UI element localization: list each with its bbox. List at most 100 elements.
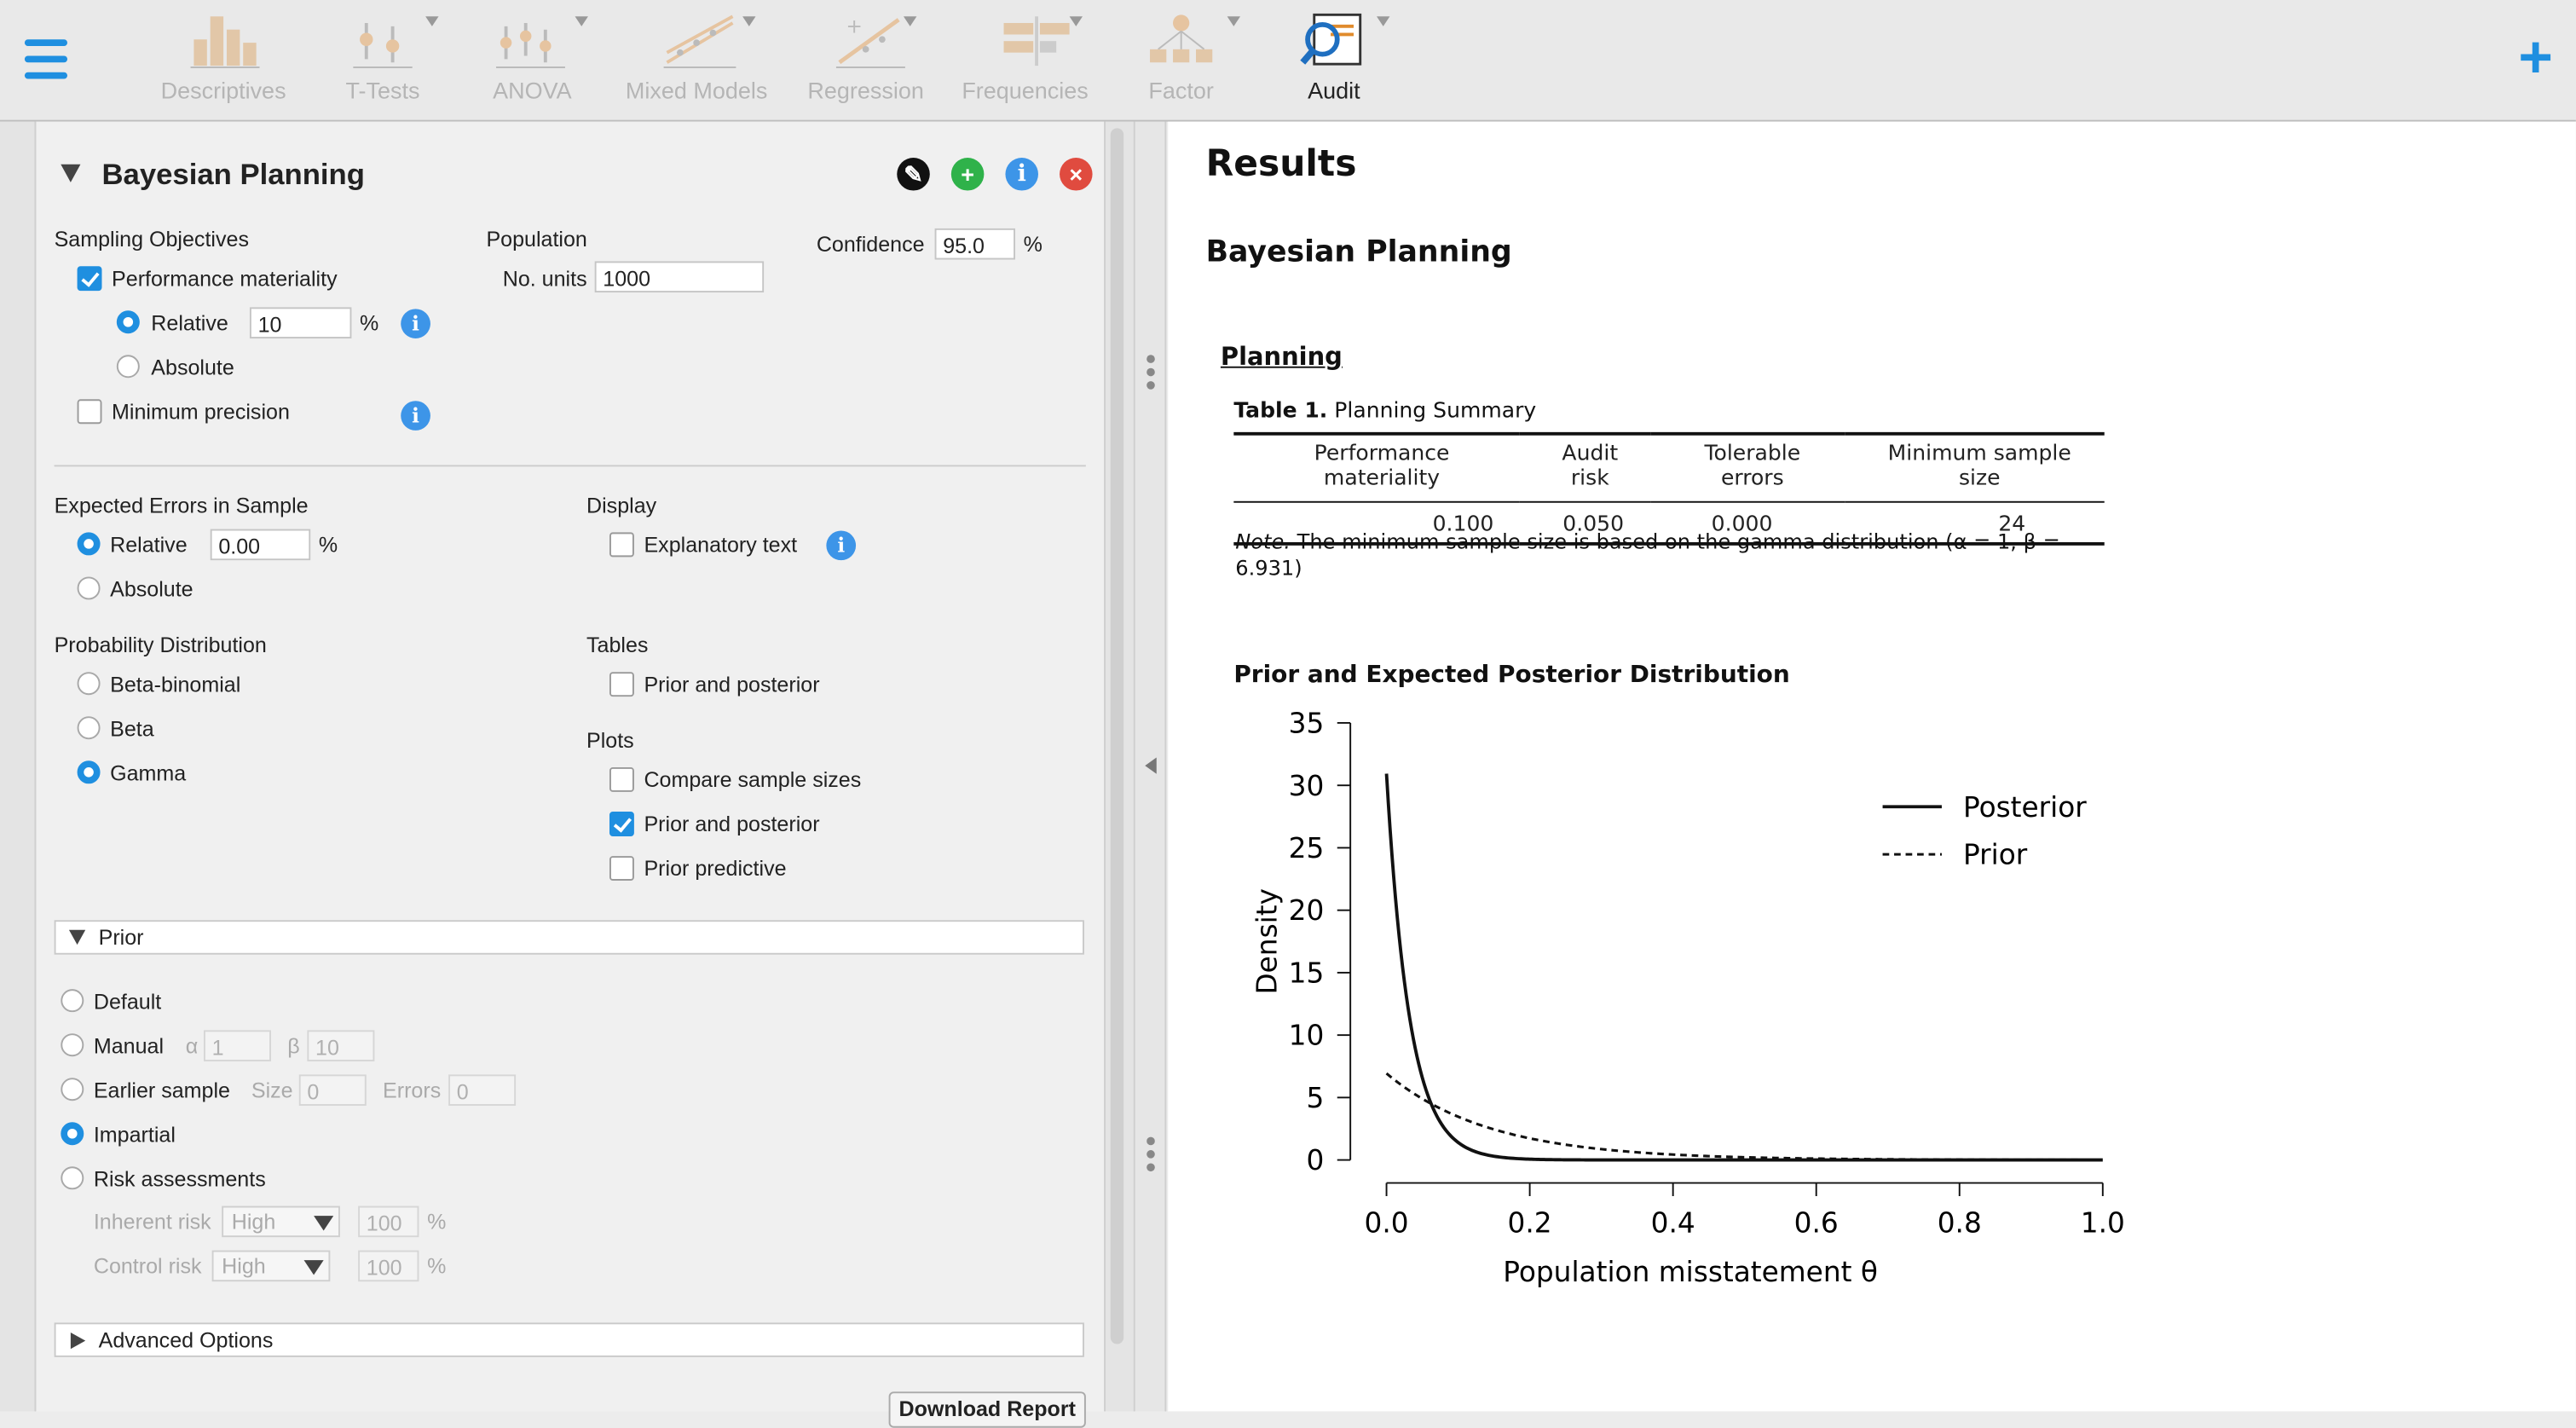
t-test-icon xyxy=(353,22,413,68)
table-prior-posterior-label: Prior and posterior xyxy=(644,672,820,697)
gamma-label: Gamma xyxy=(110,760,187,786)
table-caption: Table 1. Planning Summary xyxy=(1233,399,1537,425)
collapse-left-arrow-icon[interactable] xyxy=(1145,757,1157,774)
materiality-relative-input[interactable]: 10 xyxy=(249,307,352,339)
confidence-input[interactable]: 95.0 xyxy=(934,228,1016,260)
ribbon-anova[interactable]: ANOVA xyxy=(489,10,588,103)
expected-errors-relative-radio[interactable] xyxy=(77,532,101,556)
advanced-expand-triangle-icon xyxy=(70,1332,86,1350)
display-heading: Display xyxy=(586,493,657,518)
ribbon-t-tests[interactable]: T-Tests xyxy=(337,10,439,103)
ribbon-factor[interactable]: Factor xyxy=(1145,10,1241,103)
legend-label: Prior xyxy=(1963,839,2028,871)
factor-icon xyxy=(1150,14,1213,63)
prior-default-label: Default xyxy=(93,989,162,1015)
compare-sample-sizes-checkbox[interactable] xyxy=(609,767,634,792)
prior-earlier-sample-radio[interactable] xyxy=(61,1078,84,1101)
inherent-risk-select[interactable]: High xyxy=(222,1205,340,1238)
gamma-radio[interactable] xyxy=(77,760,101,784)
drag-handle-icon[interactable] xyxy=(1146,355,1155,394)
beta-radio[interactable] xyxy=(77,716,101,740)
earlier-size-input[interactable]: 0 xyxy=(298,1074,367,1107)
no-units-input[interactable]: 1000 xyxy=(594,261,765,293)
ribbon-toolbar: Descriptives T-Tests ANOVA Mixed Models … xyxy=(0,0,2576,122)
download-report-button[interactable]: Download Report xyxy=(888,1391,1086,1428)
plot-title[interactable]: Prior and Expected Posterior Distributio… xyxy=(1233,662,1790,689)
prior-risk-assessments-radio[interactable] xyxy=(61,1166,84,1190)
drag-handle-icon[interactable] xyxy=(1146,1136,1155,1177)
prior-default-radio[interactable] xyxy=(61,989,84,1013)
explanatory-info-icon[interactable]: i xyxy=(826,530,857,561)
beta-binomial-radio[interactable] xyxy=(77,672,101,696)
section-divider xyxy=(54,465,1086,467)
edit-title-pencil-icon[interactable]: ✎ xyxy=(897,158,930,191)
advanced-options-header[interactable]: Advanced Options xyxy=(54,1322,1084,1357)
alpha-input[interactable]: 1 xyxy=(203,1030,271,1061)
plot-prior-posterior-label: Prior and posterior xyxy=(644,812,820,836)
inherent-risk-pct-input[interactable]: 100 xyxy=(358,1205,419,1238)
collapse-analysis-triangle-icon[interactable] xyxy=(61,164,81,182)
duplicate-plus-icon[interactable]: + xyxy=(950,158,985,191)
explanatory-text-label: Explanatory text xyxy=(644,532,798,558)
planning-subheading[interactable]: Planning xyxy=(1220,341,1343,372)
legend-label: Posterior xyxy=(1963,791,2087,824)
chevron-down-icon xyxy=(314,1216,334,1231)
prior-impartial-radio[interactable] xyxy=(61,1122,84,1146)
alpha-symbol: α xyxy=(185,1033,199,1059)
table-row: 0.100 0.050 0.000 24 xyxy=(1233,501,2105,546)
materiality-absolute-radio[interactable] xyxy=(116,355,140,379)
table-cell: 0.050 xyxy=(1520,501,1650,546)
sampling-objectives-heading: Sampling Objectives xyxy=(54,226,249,251)
pane-splitter[interactable] xyxy=(1133,121,1167,1412)
no-units-label: No. units xyxy=(502,266,587,292)
materiality-info-icon[interactable]: i xyxy=(401,309,430,339)
table-header: Tolerable errors xyxy=(1649,431,1845,503)
compare-sample-sizes-label: Compare sample sizes xyxy=(644,767,862,792)
analysis-title: Bayesian Planning xyxy=(101,158,365,191)
remove-analysis-close-icon[interactable]: × xyxy=(1060,158,1093,191)
menu-hamburger-icon[interactable] xyxy=(24,39,68,79)
beta-input[interactable]: 10 xyxy=(307,1030,375,1061)
frequencies-icon xyxy=(1003,16,1070,66)
control-risk-pct-input[interactable]: 100 xyxy=(358,1250,419,1282)
expected-errors-absolute-radio[interactable] xyxy=(77,576,101,600)
posterior-density-line xyxy=(1384,773,2103,1162)
prior-manual-radio[interactable] xyxy=(61,1033,84,1057)
plot-prior-posterior-checkbox[interactable] xyxy=(609,812,634,836)
results-pane: Results Bayesian Planning Planning Table… xyxy=(1168,121,2576,1412)
x-tick-label: 0.2 xyxy=(1508,1206,1552,1239)
ribbon-frequencies[interactable]: Frequencies xyxy=(958,10,1093,103)
prior-predictive-checkbox[interactable] xyxy=(609,856,634,881)
ribbon-descriptives[interactable]: Descriptives xyxy=(156,10,291,103)
x-axis-label: Population misstatement θ xyxy=(1503,1256,1878,1288)
table-prior-posterior-checkbox[interactable] xyxy=(609,672,634,697)
precision-info-icon[interactable]: i xyxy=(401,401,430,431)
expected-errors-input[interactable]: 0.00 xyxy=(210,529,311,561)
results-analysis-title[interactable]: Bayesian Planning xyxy=(1205,234,1512,270)
materiality-relative-radio[interactable] xyxy=(116,310,140,334)
ribbon-audit[interactable]: Audit xyxy=(1297,10,1390,103)
control-risk-select[interactable]: High xyxy=(211,1250,331,1282)
y-tick-label: 35 xyxy=(1289,708,1325,740)
regression-icon: + xyxy=(835,16,905,68)
x-tick-label: 0.0 xyxy=(1365,1206,1409,1239)
prior-posterior-plot: 0 5 10 15 20 25 30 35 0.0 0.2 0.4 0.6 0.8 1.0 Densit… xyxy=(1250,708,2124,1289)
prior-manual-label: Manual xyxy=(93,1033,165,1059)
ribbon-mixed-models[interactable]: Mixed Models xyxy=(621,10,771,103)
help-info-icon[interactable]: i xyxy=(1005,158,1038,191)
earlier-errors-input[interactable]: 0 xyxy=(448,1074,517,1107)
inherent-risk-label: Inherent risk xyxy=(93,1209,211,1234)
prior-section-header[interactable]: Prior xyxy=(54,920,1084,955)
prior-density-line xyxy=(1385,1072,2103,1162)
ribbon-regression[interactable]: + Regression xyxy=(805,10,927,104)
tables-heading: Tables xyxy=(586,632,649,657)
explanatory-text-checkbox[interactable] xyxy=(609,532,634,558)
performance-materiality-checkbox[interactable] xyxy=(77,266,102,292)
expected-errors-absolute-label: Absolute xyxy=(110,576,193,602)
minimum-precision-checkbox[interactable] xyxy=(77,399,102,425)
add-module-plus-icon[interactable]: + xyxy=(2518,22,2553,90)
beta-label: Beta xyxy=(110,716,154,742)
table-cell: 0.100 xyxy=(1233,501,1521,546)
options-scrollbar[interactable] xyxy=(1110,128,1124,1344)
expected-errors-heading: Expected Errors in Sample xyxy=(54,493,309,518)
